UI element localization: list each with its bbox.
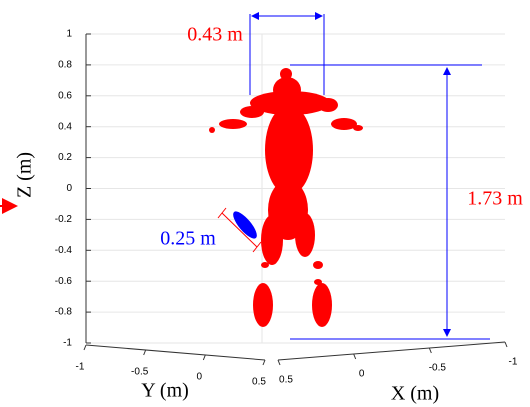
z-tick-label: -0.4 [55,245,73,256]
x-tick [277,359,281,366]
y-tick-label: 0 [197,372,203,383]
y-tick-label: -0.5 [131,367,149,378]
z-tick-label: 0.6 [58,90,72,101]
z-tick-label: 0.8 [58,60,72,71]
limb [233,211,257,239]
x-axis-label: X (m) [391,383,439,405]
z-axis-label: Z (m) [14,152,36,198]
dim-line [252,241,262,253]
x-tick-label: -0.5 [429,363,447,374]
x-tick-label: 0.5 [279,375,293,386]
x-tick [428,347,432,354]
z-tick-label: 0.2 [58,152,72,163]
y-tick-label: -1 [76,362,85,373]
annotation: 0.25 m [160,228,216,250]
y-tick [262,359,266,366]
y-tick-label: 0.5 [252,377,266,388]
z-tick-label: 1 [66,29,72,40]
annotation: 1.73 m [467,188,523,210]
x-tick [353,353,357,360]
z-tick-label: 0.4 [58,121,72,132]
z-tick-label: -0.2 [55,214,73,225]
y-tick [143,349,147,356]
x-tick-label: -1 [509,357,518,368]
y-tick [202,354,206,361]
z-tick-label: -1 [63,338,72,349]
z-tick-label: -0.6 [55,276,73,287]
x-tick [504,341,508,348]
x-axis [277,341,506,361]
dim-line [221,212,258,248]
y-tick [83,344,87,351]
y-axis-label: Y (m) [141,380,189,402]
z-tick-label: 0 [66,183,72,194]
y-axis [85,344,266,361]
point-cloud [209,68,363,327]
dim-line [217,207,227,219]
x-tick-label: 0 [359,369,365,380]
z-tick-label: -0.8 [55,307,73,318]
annotation: 0.43 m [187,24,243,46]
